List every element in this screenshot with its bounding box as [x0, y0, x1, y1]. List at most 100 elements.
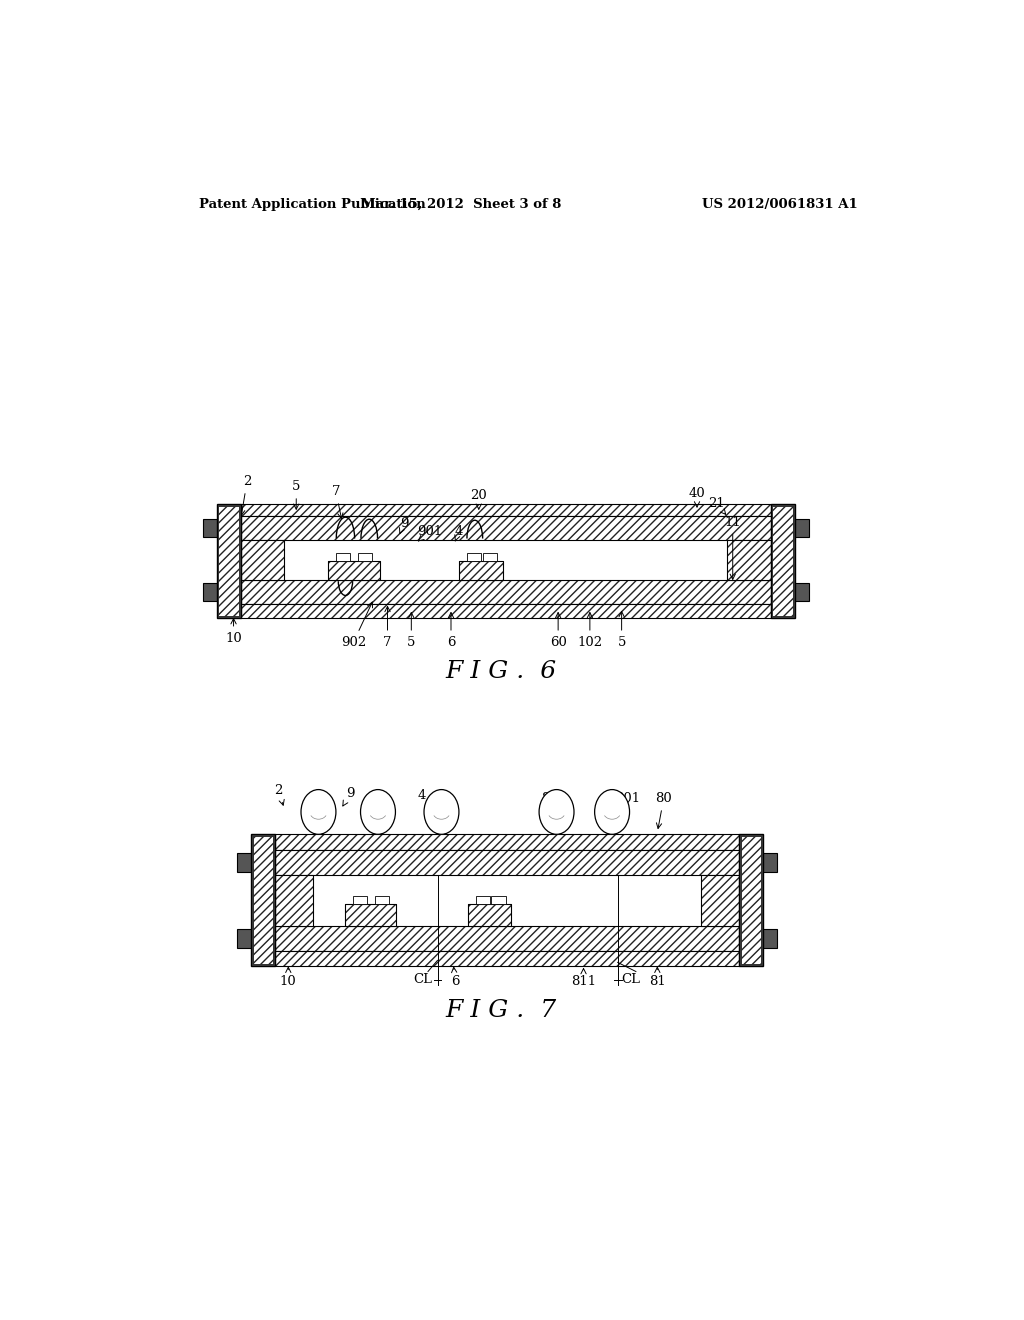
Bar [740, 837, 761, 965]
Bar [459, 561, 503, 581]
Bar [740, 837, 761, 965]
Bar [345, 904, 396, 925]
Bar [482, 553, 497, 561]
Text: 102: 102 [578, 612, 602, 648]
Bar [253, 837, 273, 965]
Bar [237, 929, 253, 948]
Text: 21: 21 [709, 498, 726, 515]
Text: 5: 5 [292, 480, 300, 510]
Bar [251, 834, 274, 966]
Text: F I G .  7: F I G . 7 [445, 999, 557, 1022]
Text: Patent Application Publication: Patent Application Publication [200, 198, 426, 211]
Bar [203, 519, 218, 536]
Bar [468, 904, 511, 925]
Bar [241, 540, 285, 581]
Text: 901: 901 [417, 525, 442, 541]
Text: 10: 10 [280, 968, 297, 989]
Bar [241, 504, 771, 516]
Bar [274, 850, 739, 875]
Bar [771, 504, 795, 618]
Bar [375, 896, 389, 904]
Text: 811: 811 [571, 969, 596, 989]
Circle shape [595, 789, 630, 834]
Bar [328, 561, 380, 581]
Text: 6: 6 [446, 612, 456, 648]
Text: 20: 20 [470, 490, 487, 510]
Bar [274, 952, 739, 966]
Bar [727, 540, 771, 581]
Bar [328, 561, 380, 581]
Bar [352, 896, 367, 904]
Bar [336, 553, 350, 561]
Text: 10: 10 [225, 619, 242, 644]
Bar [203, 583, 218, 601]
Text: 11: 11 [724, 516, 741, 579]
Text: 6: 6 [451, 968, 459, 989]
Bar [241, 504, 771, 516]
Circle shape [301, 789, 336, 834]
Bar [274, 834, 739, 850]
Text: 40: 40 [688, 487, 706, 507]
Bar [218, 506, 240, 615]
Bar [217, 504, 241, 618]
Bar [274, 952, 739, 966]
Text: 9: 9 [399, 517, 409, 533]
Bar [241, 581, 771, 603]
Text: 81: 81 [649, 968, 666, 989]
Text: 2: 2 [274, 784, 285, 805]
Bar [241, 540, 285, 581]
Bar [274, 925, 739, 952]
Bar [274, 875, 313, 925]
Bar [761, 929, 777, 948]
Text: 2: 2 [240, 475, 251, 515]
Bar [218, 506, 240, 615]
Text: CL: CL [622, 973, 641, 986]
Text: 4: 4 [455, 525, 463, 541]
Text: 902: 902 [341, 602, 373, 648]
Bar [274, 850, 739, 875]
Bar [701, 875, 739, 925]
Bar [701, 875, 739, 925]
Bar [358, 553, 373, 561]
Bar [241, 603, 771, 618]
Circle shape [539, 789, 574, 834]
Text: 9: 9 [343, 787, 354, 807]
Text: 5: 5 [617, 611, 626, 648]
Bar [467, 553, 481, 561]
Circle shape [424, 789, 459, 834]
Text: CL: CL [414, 973, 433, 986]
Bar [241, 516, 771, 540]
Bar [237, 853, 253, 873]
Bar [253, 837, 273, 965]
Bar [241, 581, 771, 603]
Circle shape [360, 789, 395, 834]
Bar [772, 506, 793, 615]
Bar [492, 896, 506, 904]
Bar [274, 925, 739, 952]
Bar [274, 834, 739, 850]
Text: Mar. 15, 2012  Sheet 3 of 8: Mar. 15, 2012 Sheet 3 of 8 [361, 198, 561, 211]
Bar [793, 519, 809, 536]
Bar [468, 904, 511, 925]
Bar [459, 561, 503, 581]
Bar [475, 896, 489, 904]
Bar [739, 834, 763, 966]
Text: US 2012/0061831 A1: US 2012/0061831 A1 [702, 198, 858, 211]
Bar [274, 875, 313, 925]
Text: 4: 4 [418, 789, 430, 808]
Bar [241, 516, 771, 540]
Text: 7: 7 [332, 486, 343, 519]
Bar [761, 853, 777, 873]
Bar [345, 904, 396, 925]
Text: 5: 5 [408, 612, 416, 648]
Text: 820: 820 [542, 792, 566, 805]
Text: 60: 60 [550, 612, 566, 648]
Bar [727, 540, 771, 581]
Text: F I G .  6: F I G . 6 [445, 660, 557, 684]
Bar [772, 506, 793, 615]
Text: 80: 80 [655, 792, 672, 829]
Bar [241, 603, 771, 618]
Text: 7: 7 [383, 606, 392, 648]
Text: 801: 801 [615, 792, 641, 805]
Bar [793, 583, 809, 601]
